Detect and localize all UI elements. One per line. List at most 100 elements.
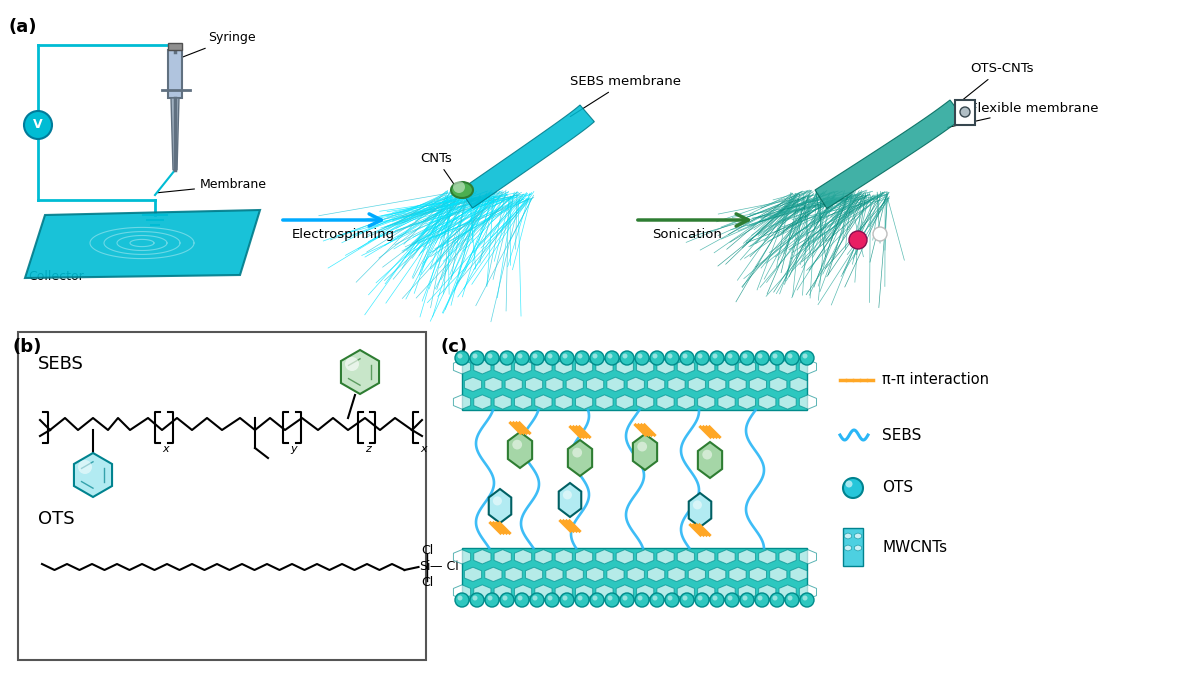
- Circle shape: [668, 596, 673, 600]
- Circle shape: [590, 351, 604, 365]
- Polygon shape: [514, 359, 532, 374]
- Polygon shape: [668, 567, 686, 581]
- Polygon shape: [534, 359, 552, 374]
- Polygon shape: [657, 359, 674, 374]
- Polygon shape: [454, 585, 470, 599]
- Polygon shape: [799, 585, 817, 599]
- Circle shape: [755, 351, 769, 365]
- Circle shape: [710, 593, 725, 607]
- Polygon shape: [677, 550, 694, 564]
- Text: V: V: [33, 118, 43, 131]
- Circle shape: [530, 351, 544, 365]
- Polygon shape: [717, 359, 735, 374]
- Circle shape: [845, 481, 852, 487]
- Text: Electrospinning: Electrospinning: [292, 228, 395, 241]
- Polygon shape: [576, 550, 592, 564]
- Polygon shape: [779, 585, 797, 599]
- Polygon shape: [616, 359, 634, 374]
- Text: SEBS membrane: SEBS membrane: [570, 75, 681, 116]
- Text: Flexible membrane: Flexible membrane: [948, 102, 1098, 127]
- Polygon shape: [596, 359, 613, 374]
- Text: Syringe: Syringe: [177, 32, 255, 59]
- Circle shape: [487, 596, 493, 600]
- Circle shape: [578, 596, 583, 600]
- Circle shape: [453, 181, 465, 193]
- Circle shape: [533, 596, 538, 600]
- Polygon shape: [566, 378, 584, 392]
- Polygon shape: [534, 585, 552, 599]
- Polygon shape: [628, 567, 644, 581]
- Circle shape: [785, 593, 799, 607]
- Polygon shape: [474, 550, 491, 564]
- Polygon shape: [729, 378, 746, 392]
- Polygon shape: [566, 567, 584, 581]
- Polygon shape: [697, 442, 722, 478]
- FancyBboxPatch shape: [18, 332, 426, 660]
- Polygon shape: [657, 550, 674, 564]
- Polygon shape: [709, 567, 726, 581]
- Circle shape: [785, 351, 799, 365]
- Polygon shape: [779, 395, 797, 409]
- Polygon shape: [816, 100, 963, 209]
- Circle shape: [800, 593, 814, 607]
- Circle shape: [680, 351, 694, 365]
- Polygon shape: [454, 359, 470, 374]
- Polygon shape: [494, 585, 512, 599]
- Ellipse shape: [452, 182, 473, 198]
- Polygon shape: [546, 378, 563, 392]
- Circle shape: [803, 353, 807, 359]
- Circle shape: [563, 491, 572, 499]
- Circle shape: [518, 353, 522, 359]
- Polygon shape: [657, 395, 674, 409]
- Text: OTS-CNTs: OTS-CNTs: [962, 62, 1033, 100]
- Polygon shape: [494, 359, 512, 374]
- Circle shape: [623, 596, 628, 600]
- Text: Collector: Collector: [28, 270, 84, 283]
- Polygon shape: [637, 359, 654, 374]
- Polygon shape: [596, 550, 613, 564]
- Circle shape: [457, 353, 462, 359]
- Text: (a): (a): [8, 18, 37, 36]
- Circle shape: [650, 593, 664, 607]
- Circle shape: [652, 596, 657, 600]
- Polygon shape: [526, 567, 543, 581]
- Circle shape: [473, 596, 478, 600]
- Circle shape: [849, 231, 868, 249]
- Circle shape: [592, 353, 597, 359]
- Circle shape: [725, 351, 739, 365]
- Polygon shape: [485, 378, 502, 392]
- Polygon shape: [697, 395, 715, 409]
- Polygon shape: [488, 489, 512, 523]
- Polygon shape: [340, 350, 379, 394]
- Polygon shape: [596, 395, 613, 409]
- Polygon shape: [465, 378, 481, 392]
- Polygon shape: [688, 567, 706, 581]
- Text: Cl: Cl: [422, 577, 434, 590]
- Text: Cl: Cl: [422, 544, 434, 557]
- Text: x: x: [162, 444, 169, 454]
- Circle shape: [873, 227, 886, 241]
- Circle shape: [623, 353, 628, 359]
- Text: OTS: OTS: [38, 510, 74, 528]
- Polygon shape: [474, 585, 491, 599]
- Polygon shape: [759, 550, 775, 564]
- Polygon shape: [697, 359, 715, 374]
- Polygon shape: [616, 550, 634, 564]
- Circle shape: [563, 596, 567, 600]
- Circle shape: [621, 593, 634, 607]
- Circle shape: [455, 351, 469, 365]
- Circle shape: [727, 596, 733, 600]
- Polygon shape: [576, 585, 592, 599]
- Circle shape: [758, 596, 762, 600]
- Circle shape: [637, 596, 643, 600]
- Circle shape: [665, 351, 678, 365]
- Circle shape: [803, 596, 807, 600]
- Polygon shape: [779, 359, 797, 374]
- Text: π-π interaction: π-π interaction: [882, 372, 989, 388]
- Circle shape: [621, 351, 634, 365]
- Polygon shape: [739, 395, 755, 409]
- Circle shape: [800, 351, 814, 365]
- Circle shape: [727, 353, 733, 359]
- Circle shape: [572, 448, 582, 458]
- Circle shape: [515, 351, 530, 365]
